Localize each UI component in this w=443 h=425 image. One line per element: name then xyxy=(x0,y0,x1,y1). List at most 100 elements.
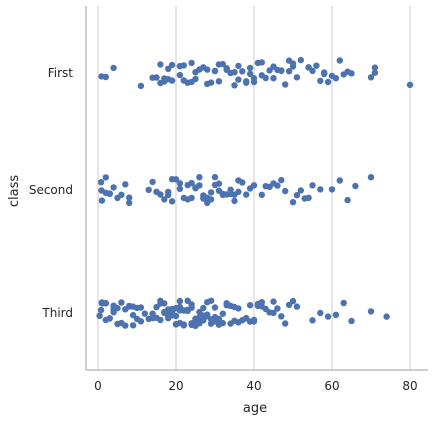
data-point-first xyxy=(371,64,379,71)
data-point-second xyxy=(317,186,324,193)
x-tick-label: 20 xyxy=(168,379,183,393)
data-point-second xyxy=(344,196,351,204)
data-point-second xyxy=(161,196,168,203)
data-points xyxy=(96,56,414,329)
data-point-first xyxy=(332,75,340,82)
data-point-first xyxy=(324,78,332,86)
data-point-first xyxy=(258,59,265,66)
data-point-first xyxy=(243,78,250,85)
data-point-third xyxy=(172,312,180,320)
data-point-third xyxy=(215,315,223,323)
data-point-first xyxy=(207,79,215,86)
data-point-first xyxy=(231,69,238,76)
data-point-third xyxy=(219,310,226,317)
data-point-second xyxy=(250,182,258,189)
x-axis-label: age xyxy=(243,401,267,416)
data-point-third xyxy=(137,318,145,325)
data-point-third xyxy=(200,317,207,324)
data-point-first xyxy=(180,62,187,69)
data-point-third xyxy=(161,300,168,307)
data-point-third xyxy=(293,303,301,310)
data-point-third xyxy=(211,304,219,311)
data-point-first xyxy=(219,60,226,68)
data-point-third xyxy=(141,310,148,317)
data-point-second xyxy=(274,182,281,189)
data-point-third xyxy=(188,304,195,311)
data-point-first xyxy=(211,67,219,75)
data-point-third xyxy=(367,308,375,315)
data-point-third xyxy=(278,313,285,320)
data-point-first xyxy=(278,67,285,75)
data-point-third xyxy=(270,309,277,317)
data-point-third xyxy=(317,309,324,317)
data-point-first xyxy=(270,75,277,82)
data-point-first xyxy=(188,59,195,67)
data-point-third xyxy=(157,316,164,324)
data-point-second xyxy=(176,185,184,192)
data-point-second xyxy=(207,196,215,203)
data-point-first xyxy=(336,57,343,64)
y-tick-label-second: Second xyxy=(29,183,73,197)
data-point-second xyxy=(188,194,195,202)
data-point-first xyxy=(289,60,297,67)
y-axis-label: class xyxy=(7,175,22,207)
data-point-first xyxy=(285,68,293,75)
data-point-second xyxy=(172,176,180,183)
y-tick-label-third: Third xyxy=(41,306,73,320)
data-point-second xyxy=(352,182,359,190)
data-point-third xyxy=(270,298,277,305)
data-point-third xyxy=(324,313,332,320)
data-point-first xyxy=(246,70,254,78)
data-point-second xyxy=(231,197,238,205)
data-point-third xyxy=(176,297,184,305)
data-point-second xyxy=(110,184,117,191)
data-point-second xyxy=(207,189,215,196)
data-point-first xyxy=(157,61,164,68)
data-point-first xyxy=(176,71,184,79)
data-point-first xyxy=(293,74,301,81)
data-point-first xyxy=(192,75,199,83)
data-point-third xyxy=(289,297,297,305)
data-point-first xyxy=(371,69,379,76)
data-point-third xyxy=(219,319,226,327)
data-point-second xyxy=(258,191,265,198)
data-point-third xyxy=(106,315,113,322)
data-point-first xyxy=(235,76,242,83)
data-point-first xyxy=(321,70,328,78)
data-point-first xyxy=(367,74,375,81)
data-point-third xyxy=(97,306,105,314)
data-point-second xyxy=(196,182,203,189)
data-point-first xyxy=(262,74,269,82)
data-point-third xyxy=(129,311,137,319)
data-point-second xyxy=(106,190,113,198)
y-tick-labels: First Second Third xyxy=(29,66,73,320)
data-point-third xyxy=(332,311,340,318)
data-point-second xyxy=(309,182,316,189)
data-point-third xyxy=(235,305,242,312)
data-point-third xyxy=(110,309,117,316)
data-point-first xyxy=(406,81,414,89)
data-point-second xyxy=(305,194,312,201)
data-point-second xyxy=(235,188,242,195)
data-point-first xyxy=(168,77,176,84)
data-point-second xyxy=(297,187,304,194)
data-point-first xyxy=(235,62,242,70)
data-point-third xyxy=(383,313,390,320)
data-point-third xyxy=(118,299,125,306)
data-point-second xyxy=(215,180,223,187)
data-point-first xyxy=(309,67,316,75)
data-point-first xyxy=(317,77,324,85)
data-point-second xyxy=(118,191,125,198)
data-point-second xyxy=(278,176,285,184)
data-point-first xyxy=(348,70,355,77)
data-point-second xyxy=(102,174,110,181)
data-point-third xyxy=(129,322,137,329)
data-point-third xyxy=(200,304,207,312)
data-point-third xyxy=(309,317,316,324)
data-point-second xyxy=(367,174,375,181)
data-point-second xyxy=(149,178,156,186)
data-point-first xyxy=(204,66,211,73)
data-point-second xyxy=(188,179,195,187)
data-point-first xyxy=(250,75,258,82)
data-point-second xyxy=(243,191,250,198)
